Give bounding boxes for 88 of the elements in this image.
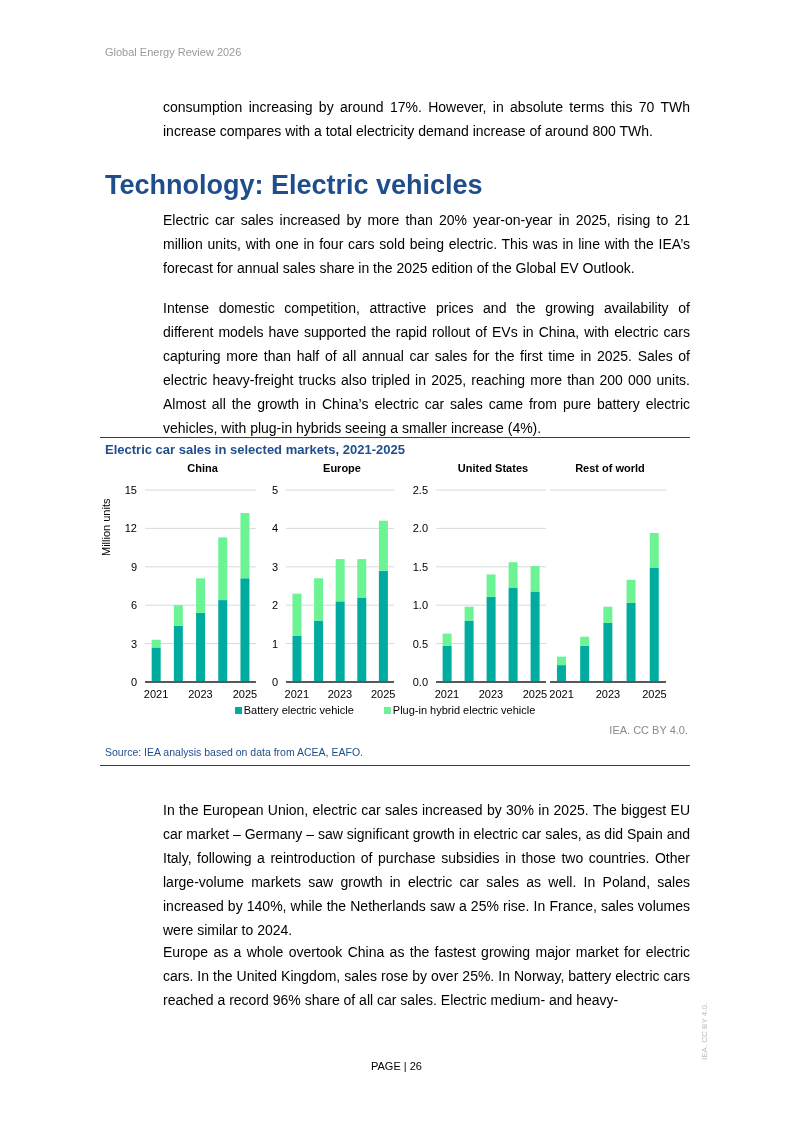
bar bbox=[335, 559, 345, 602]
y-tick-label: 0 bbox=[130, 675, 137, 688]
text: Technology: Electric vehicles bbox=[105, 170, 483, 201]
bar bbox=[378, 570, 388, 682]
bar bbox=[357, 559, 367, 598]
bar bbox=[240, 513, 250, 579]
y-tick-label: 1.5 bbox=[412, 560, 428, 573]
x-tick-label: 2025 bbox=[522, 687, 548, 700]
x-tick-label: 2025 bbox=[642, 687, 667, 700]
bar bbox=[240, 578, 250, 682]
chart-title: Europe bbox=[322, 462, 362, 476]
bar bbox=[442, 633, 452, 646]
y-tick-label: 5 bbox=[271, 483, 278, 496]
bar bbox=[649, 533, 659, 568]
text: IEA. CC BY 4.0. bbox=[609, 724, 688, 736]
x-tick-label: 2023 bbox=[478, 687, 504, 700]
bar bbox=[151, 647, 161, 682]
y-tick-label: 0.5 bbox=[412, 637, 428, 650]
chart-title: United States bbox=[456, 462, 530, 476]
bar bbox=[335, 601, 345, 682]
y-tick-label: 1.0 bbox=[412, 599, 428, 612]
text: Global Energy Review 2026 bbox=[105, 46, 242, 58]
bar bbox=[218, 600, 228, 682]
x-tick-label: 2025 bbox=[370, 687, 396, 700]
text: Electric car sales increased by more than 20% year-on-year in 2025, rising to 21 million units, with one in four cars sold being electric. This was in line with the IEA’s forecast for annual sales share in the 2025 edition of the Global EV Outlook. bbox=[163, 211, 690, 278]
bar bbox=[603, 622, 613, 682]
text: PAGE | 26 bbox=[370, 1060, 423, 1072]
chart-title: China bbox=[186, 462, 219, 476]
bar bbox=[196, 612, 206, 682]
x-tick-label: 2025 bbox=[232, 687, 258, 700]
bar bbox=[357, 597, 367, 682]
source-note: Source: IEA analysis based on data from ACEA, EAFO. bbox=[105, 746, 363, 758]
text: consumption increasing by around 17%. However, in absolute terms this 70 TWh increase compares with a total electricity demand increase of around 800 TWh. bbox=[163, 98, 690, 141]
bar bbox=[626, 602, 636, 682]
bar bbox=[508, 562, 518, 588]
bar bbox=[508, 587, 518, 682]
x-tick-label: 2023 bbox=[327, 687, 353, 700]
bar bbox=[580, 636, 590, 646]
bar bbox=[151, 639, 161, 648]
y-tick-label: 0 bbox=[271, 675, 278, 688]
bar bbox=[314, 578, 324, 621]
text: Electric car sales in selected markets, 2021-2025 bbox=[105, 442, 405, 457]
x-tick-label: 2021 bbox=[434, 687, 460, 700]
y-tick-label: 15 bbox=[124, 483, 137, 496]
bar bbox=[292, 635, 302, 682]
y-tick-label: 3 bbox=[130, 637, 137, 650]
x-tick-label: 2021 bbox=[549, 687, 574, 700]
legend-label: Plug-in hybrid electric vehicle bbox=[392, 704, 536, 716]
bar bbox=[442, 645, 452, 682]
y-tick-label: 2.0 bbox=[412, 522, 428, 535]
bar bbox=[580, 645, 590, 682]
bar bbox=[196, 578, 206, 613]
bar bbox=[530, 566, 540, 592]
bar bbox=[486, 596, 496, 682]
text: Intense domestic competition, attractive prices and the growing availability of different models have supported the rapid rollout of EVs in China, with electric cars capturing more than half of all annual car sales for the first time in 2025. Sales of electric heavy-freight trucks also tripled in 2025, reaching more than 200 000 units. Almost all the growth in China’s electric car sales came from pure battery electric vehicles, with plug-in hybrids seeing a smaller increase (4%). bbox=[163, 299, 690, 438]
bar bbox=[530, 591, 540, 682]
legend-label: Battery electric vehicle bbox=[243, 704, 354, 716]
y-tick-label: 12 bbox=[124, 522, 137, 535]
y-axis-title: Million units bbox=[99, 498, 112, 556]
bar bbox=[603, 606, 613, 623]
x-tick-label: 2021 bbox=[284, 687, 310, 700]
bar bbox=[314, 620, 324, 682]
y-tick-label: 2 bbox=[271, 599, 278, 612]
y-tick-label: 6 bbox=[130, 599, 137, 612]
bar bbox=[649, 567, 659, 682]
y-tick-label: 9 bbox=[130, 560, 137, 573]
bar bbox=[486, 574, 496, 597]
bar bbox=[464, 606, 474, 621]
bar bbox=[556, 656, 566, 666]
x-tick-label: 2021 bbox=[143, 687, 169, 700]
y-tick-label: 1 bbox=[271, 637, 278, 650]
bar bbox=[218, 537, 228, 601]
x-tick-label: 2023 bbox=[595, 687, 621, 700]
bar bbox=[556, 665, 566, 682]
bar bbox=[173, 605, 183, 626]
bar bbox=[378, 520, 388, 571]
bar bbox=[464, 620, 474, 682]
bar bbox=[626, 579, 636, 603]
y-tick-label: 0.0 bbox=[412, 675, 428, 688]
bar bbox=[292, 593, 302, 636]
x-tick-label: 2023 bbox=[188, 687, 213, 700]
bar bbox=[173, 625, 183, 682]
text: In the European Union, electric car sales increased by 30% in 2025. The biggest EU car market – Germany – saw significant growth in electric car sales, as did Spain and Italy, following a reintroduction of purchase subsidies in those two countries. Other large-volume markets saw growth in electric car sales as well. In Poland, sales increased by 140%, while the Netherlands saw a 25% rise. In France, sales volumes were similar to 2024. bbox=[163, 801, 690, 940]
y-tick-label: 3 bbox=[271, 560, 278, 573]
text: Europe as a whole overtook China as the fastest growing major market for electric cars. In the United Kingdom, sales rose by over 25%. In Norway, battery electric cars reached a record 96% share of all car sales. Electric medium- and heavy- bbox=[163, 943, 690, 1010]
chart-title: Rest of world bbox=[574, 462, 646, 476]
y-tick-label: 4 bbox=[271, 522, 278, 535]
y-tick-label: 2.5 bbox=[412, 483, 428, 496]
